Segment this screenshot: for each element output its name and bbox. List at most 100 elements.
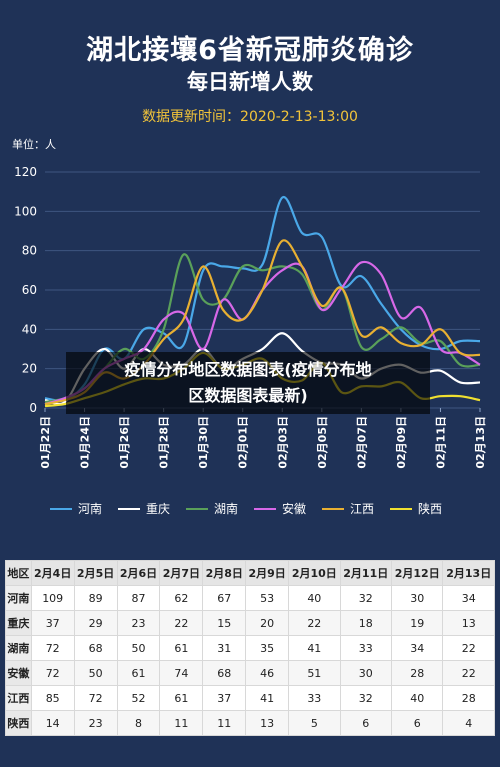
x-tick-label: 02月01日 (237, 416, 250, 469)
x-tick-label: 01月28日 (158, 416, 171, 469)
table-column-header: 2月11日 (339, 560, 393, 586)
table-cell: 29 (73, 610, 118, 636)
table-cell: 72 (30, 635, 75, 661)
table-cell: 19 (390, 610, 444, 636)
legend-label: 陕西 (418, 502, 443, 516)
table-cell: 22 (442, 635, 495, 661)
overlay-line-1: 疫情分布地区数据图表(疫情分布地 (124, 360, 372, 379)
table-cell: 28 (442, 685, 495, 711)
table-row-header: 陕西 (5, 710, 32, 736)
table-cell: 89 (73, 585, 118, 611)
table-cell: 18 (339, 610, 393, 636)
y-tick-label: 120 (14, 165, 37, 179)
series-line-湖南 (44, 253, 481, 404)
x-tick-label: 01月26日 (118, 416, 131, 469)
table-cell: 31 (202, 635, 247, 661)
table-cell: 67 (202, 585, 247, 611)
table-cell: 13 (245, 710, 290, 736)
legend-item: 湖南 (186, 500, 238, 517)
table-row: 重庆 37 29 23 22 15 20 22 18 19 13 (5, 610, 495, 636)
y-tick-label: 60 (22, 283, 37, 297)
table-cell: 40 (288, 585, 341, 611)
legend-swatch (390, 507, 412, 510)
table-row: 江西 85 72 52 61 37 41 33 32 40 28 (5, 685, 495, 711)
table-cell: 40 (390, 685, 444, 711)
x-tick-label: 02月07日 (355, 416, 368, 469)
legend-item: 江西 (322, 500, 374, 517)
table-column-header: 2月13日 (442, 560, 495, 586)
x-tick-label: 02月11日 (434, 416, 447, 469)
table-cell: 5 (288, 710, 341, 736)
table-row-header: 江西 (5, 685, 32, 711)
table-cell: 41 (288, 635, 341, 661)
table-cell: 22 (159, 610, 204, 636)
table-cell: 30 (339, 660, 393, 686)
legend-item: 河南 (50, 500, 102, 517)
x-tick-label: 02月05日 (316, 416, 329, 469)
table-cell: 62 (159, 585, 204, 611)
y-tick-label: 100 (14, 204, 37, 218)
update-time: 数据更新时间：2020-2-13-13:00 (142, 109, 358, 125)
table-cell: 72 (73, 685, 118, 711)
y-tick-label: 20 (22, 362, 37, 376)
table-cell: 22 (442, 660, 495, 686)
x-tick-label: 02月13日 (474, 416, 487, 469)
table-header-row: 地区 2月4日 2月5日 2月6日 2月7日 2月8日 2月9日 2月10日 2月11日 2月1… (5, 560, 495, 586)
legend-swatch (118, 507, 140, 510)
legend-item: 安徽 (254, 500, 306, 517)
legend-item: 陕西 (390, 500, 442, 517)
table-column-header: 2月6日 (116, 560, 161, 586)
table-cell: 46 (245, 660, 290, 686)
table-cell: 28 (390, 660, 444, 686)
y-tick-label: 80 (22, 244, 37, 258)
table-cell: 32 (339, 685, 393, 711)
table-column-header: 2月12日 (390, 560, 444, 586)
legend-label: 湖南 (214, 502, 239, 516)
legend-swatch (322, 507, 344, 510)
table-cell: 34 (442, 585, 495, 611)
x-tick-label: 01月22日 (39, 416, 52, 469)
table-cell: 50 (116, 635, 161, 661)
y-tick-label: 0 (29, 401, 37, 415)
page-title: 湖北接壤6省新冠肺炎确诊 (86, 35, 414, 66)
table-cell: 30 (390, 585, 444, 611)
page-subtitle: 每日新增人数 (187, 70, 313, 94)
table-cell: 32 (339, 585, 393, 611)
table-cell: 15 (202, 610, 247, 636)
table-cell: 85 (30, 685, 75, 711)
table-cell: 20 (245, 610, 290, 636)
legend-label: 江西 (350, 502, 375, 516)
table-cell: 23 (73, 710, 118, 736)
table-row-header: 安徽 (5, 660, 32, 686)
chart-legend: 河南 重庆 湖南 安徽 江西 陕西 (0, 500, 500, 520)
x-tick-label: 01月30日 (197, 416, 210, 469)
legend-swatch (254, 507, 276, 510)
table-cell: 74 (159, 660, 204, 686)
legend-swatch (186, 507, 208, 510)
overlay-banner: 疫情分布地区数据图表(疫情分布地 区数据图表最新) (66, 352, 430, 414)
table-cell: 22 (288, 610, 341, 636)
table-cell: 53 (245, 585, 290, 611)
legend-label: 河南 (78, 502, 103, 516)
table-column-header: 2月9日 (245, 560, 290, 586)
table-cell: 6 (339, 710, 393, 736)
table-column-header: 2月10日 (288, 560, 341, 586)
table-cell: 61 (159, 685, 204, 711)
table-column-header: 2月8日 (202, 560, 247, 586)
legend-label: 安徽 (282, 502, 307, 516)
legend-item: 重庆 (118, 500, 170, 517)
table-row-header: 重庆 (5, 610, 32, 636)
overlay-line-2: 区数据图表最新) (188, 386, 308, 405)
legend-label: 重庆 (146, 502, 171, 516)
x-tick-label: 02月09日 (395, 416, 408, 469)
table-cell: 68 (73, 635, 118, 661)
table-column-header: 2月7日 (159, 560, 204, 586)
table-cell: 23 (116, 610, 161, 636)
table-cell: 14 (30, 710, 75, 736)
table-cell: 4 (442, 710, 495, 736)
table-cell: 50 (73, 660, 118, 686)
table-cell: 41 (245, 685, 290, 711)
table-cell: 52 (116, 685, 161, 711)
table-column-header: 2月4日 (30, 560, 75, 586)
table-row: 安徽 72 50 61 74 68 46 51 30 28 22 (5, 660, 495, 686)
